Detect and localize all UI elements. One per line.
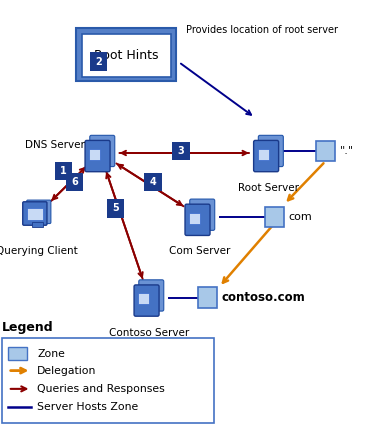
Text: ".": "." — [339, 146, 354, 156]
Bar — [90, 52, 107, 71]
Text: Com Server: Com Server — [169, 246, 230, 257]
Text: 6: 6 — [71, 177, 78, 187]
Bar — [172, 142, 190, 160]
Text: Root Server: Root Server — [238, 183, 299, 193]
Bar — [76, 28, 176, 81]
FancyBboxPatch shape — [27, 200, 51, 224]
Text: Contoso Server: Contoso Server — [109, 328, 189, 338]
FancyBboxPatch shape — [258, 135, 283, 167]
FancyBboxPatch shape — [254, 140, 279, 172]
Text: Zone: Zone — [37, 348, 65, 359]
Text: com: com — [289, 212, 312, 222]
Text: Delegation: Delegation — [37, 366, 96, 376]
Text: 3: 3 — [178, 146, 185, 156]
FancyBboxPatch shape — [134, 285, 159, 316]
Bar — [66, 173, 83, 191]
Text: Querying Client: Querying Client — [0, 246, 78, 257]
Text: 4: 4 — [149, 177, 156, 187]
Bar — [198, 287, 217, 308]
Text: 5: 5 — [112, 203, 119, 213]
Text: contoso.com: contoso.com — [222, 291, 306, 304]
Bar — [265, 207, 284, 227]
Bar — [82, 34, 171, 76]
Bar — [144, 173, 162, 191]
Text: Queries and Responses: Queries and Responses — [37, 384, 165, 394]
Text: 2: 2 — [95, 57, 102, 67]
Bar — [189, 212, 200, 224]
Bar — [89, 149, 100, 160]
Bar — [2, 338, 214, 423]
Bar — [107, 199, 124, 218]
Text: Legend: Legend — [2, 320, 54, 334]
Text: 1: 1 — [60, 166, 67, 176]
Text: DNS Server: DNS Server — [25, 140, 85, 150]
Bar — [8, 347, 27, 360]
FancyBboxPatch shape — [185, 204, 210, 235]
Text: Server Hosts Zone: Server Hosts Zone — [37, 402, 138, 412]
Text: Provides location of root server: Provides location of root server — [186, 25, 338, 35]
FancyBboxPatch shape — [23, 202, 47, 225]
Text: Root Hints: Root Hints — [94, 49, 159, 62]
Bar — [316, 141, 335, 161]
FancyBboxPatch shape — [190, 199, 215, 230]
FancyBboxPatch shape — [85, 140, 110, 172]
Bar — [55, 162, 72, 180]
Bar — [32, 222, 43, 227]
FancyBboxPatch shape — [90, 135, 115, 167]
FancyBboxPatch shape — [139, 280, 164, 311]
Bar — [27, 208, 43, 220]
Bar — [138, 293, 149, 304]
Bar — [258, 149, 269, 160]
